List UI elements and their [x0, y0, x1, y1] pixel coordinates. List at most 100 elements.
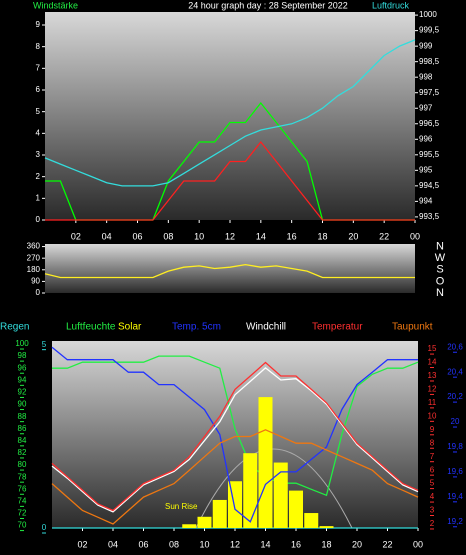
- y2-tick-label: 993,5: [419, 212, 440, 221]
- solar-bar: [197, 516, 212, 528]
- y-tick-label: 7: [36, 63, 41, 72]
- series-line: [45, 140, 415, 221]
- y2-tick-label: 994,5: [419, 181, 440, 190]
- y-tick-label: 11: [428, 398, 437, 407]
- solar-bar: [243, 453, 258, 528]
- compass-label: N: [436, 287, 444, 299]
- y-tick-label: 90: [31, 277, 40, 286]
- series-line: [51, 429, 419, 525]
- compass-label: O: [436, 275, 445, 287]
- y-tick-label: 19,4: [447, 492, 463, 501]
- y-tick-label: 10: [428, 411, 437, 420]
- compass-label: N: [436, 240, 444, 252]
- x-tick-label: 14: [260, 539, 270, 549]
- y-tick-label: 12: [428, 385, 437, 394]
- y-tick-label: 4: [36, 128, 41, 137]
- y-tick-label: 5: [430, 479, 435, 488]
- y-tick-label: 98: [18, 351, 27, 360]
- y-tick-label: 2: [430, 519, 435, 528]
- x-tick-label: 16: [291, 539, 301, 549]
- x-tick-label: 20: [348, 231, 358, 241]
- y-tick-label: 20,4: [447, 367, 463, 376]
- x-tick-label: 00: [413, 539, 423, 549]
- solar-bar: [182, 524, 197, 528]
- y2-label: Luftdruck: [372, 0, 410, 10]
- series-line: [52, 355, 419, 497]
- y-tick-label: 82: [18, 448, 27, 457]
- x-tick-label: 12: [225, 231, 235, 241]
- x-tick-label: 06: [138, 539, 148, 549]
- solar-bar: [258, 397, 273, 528]
- plot-area: [45, 244, 415, 293]
- plot-area: [45, 12, 415, 220]
- y2-tick-label: 997: [419, 103, 433, 112]
- y-tick-label: 2: [36, 172, 41, 181]
- x-tick-label: 14: [256, 231, 266, 241]
- y2-tick-label: 998: [419, 72, 433, 81]
- y-tick-label: 9: [36, 20, 41, 29]
- y-tick-label: 90: [18, 400, 27, 409]
- legend-label: Windchill: [246, 322, 286, 333]
- x-tick-label: 04: [108, 539, 118, 549]
- x-tick-label: 12: [230, 539, 240, 549]
- compass-label: W: [435, 252, 446, 264]
- y-tick-label: 270: [27, 253, 41, 262]
- legend-label: Temperatur: [312, 322, 363, 333]
- y-tick-label: 5: [42, 340, 47, 349]
- legend-label: Solar: [118, 322, 142, 333]
- x-tick-label: 16: [287, 231, 297, 241]
- x-tick-label: 18: [317, 231, 327, 241]
- y2-tick-label: 1000: [419, 10, 437, 19]
- x-tick-label: 08: [163, 231, 173, 241]
- y-tick-label: 20,6: [447, 342, 463, 351]
- x-tick-label: 04: [102, 231, 112, 241]
- y-tick-label: 19,8: [447, 442, 463, 451]
- y-tick-label: 13: [428, 371, 437, 380]
- y-tick-label: 4: [430, 492, 435, 501]
- x-tick-label: 00: [410, 231, 420, 241]
- y-tick-label: 6: [36, 85, 41, 94]
- y-tick-label: 20: [451, 417, 460, 426]
- x-tick-label: 10: [199, 539, 209, 549]
- y2-tick-label: 999,5: [419, 26, 440, 35]
- x-tick-label: 08: [169, 539, 179, 549]
- legend-label: Taupunkt: [392, 322, 433, 333]
- x-tick-label: 06: [132, 231, 142, 241]
- y-tick-label: 360: [27, 242, 41, 251]
- y-tick-label: 20,2: [447, 392, 463, 401]
- y2-tick-label: 998,5: [419, 57, 440, 66]
- y2-tick-label: 996,5: [419, 119, 440, 128]
- y-tick-label: 78: [18, 472, 27, 481]
- x-tick-label: 22: [379, 231, 389, 241]
- x-tick-label: 18: [321, 539, 331, 549]
- legend-label: Regen: [0, 322, 29, 333]
- x-tick-label: 02: [71, 231, 81, 241]
- y-tick-label: 180: [27, 265, 41, 274]
- y-tick-label: 3: [36, 150, 41, 159]
- annotation: Sun Rise: [165, 502, 198, 511]
- y-tick-label: 80: [18, 460, 27, 469]
- y-tick-label: 19,6: [447, 467, 463, 476]
- title: 24 hour graph day : 28 September 2022: [188, 0, 348, 10]
- y-tick-label: 8: [430, 438, 435, 447]
- y-tick-label: 74: [18, 496, 27, 505]
- legend-label: Temp. 5cm: [172, 322, 221, 333]
- y-tick-label: 14: [428, 358, 437, 367]
- y-tick-label: 9: [430, 425, 435, 434]
- y-tick-label: 88: [18, 412, 27, 421]
- compass-label: S: [436, 264, 443, 276]
- x-tick-label: 22: [382, 539, 392, 549]
- y2-tick-label: 995,5: [419, 150, 440, 159]
- y-tick-label: 3: [430, 506, 435, 515]
- y-tick-label: 0: [36, 288, 41, 297]
- sun-curve: [195, 448, 353, 529]
- legend-label: Luftfeuchte: [66, 322, 116, 333]
- solar-bar: [212, 499, 227, 528]
- series-line: [44, 39, 416, 187]
- y-tick-label: 15: [428, 344, 437, 353]
- y2-tick-label: 999: [419, 41, 433, 50]
- y2-tick-label: 997,5: [419, 88, 440, 97]
- x-tick-label: 02: [77, 539, 87, 549]
- solar-bar: [304, 513, 319, 528]
- series-line: [44, 263, 415, 279]
